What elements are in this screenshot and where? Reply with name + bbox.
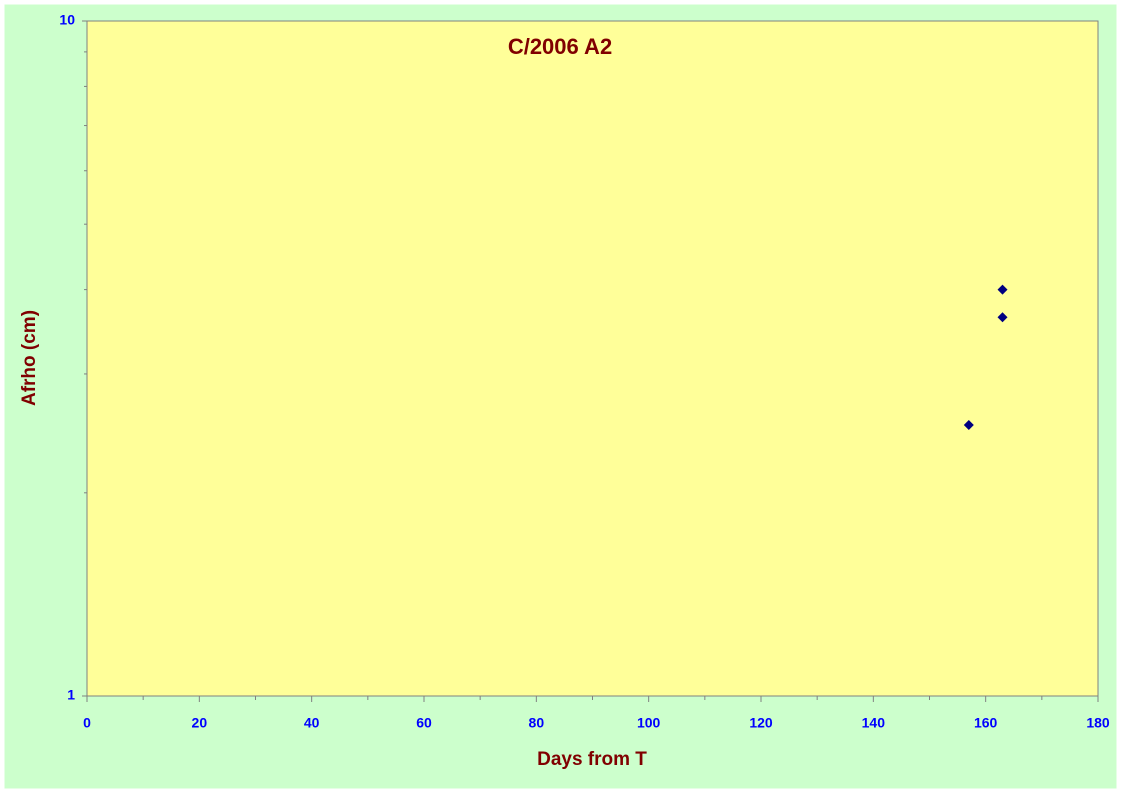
x-tick-label: 140 xyxy=(862,715,886,731)
x-tick-label: 80 xyxy=(529,715,545,731)
chart-title: C/2006 A2 xyxy=(508,34,612,59)
y-axis-title: Afrho (cm) xyxy=(19,310,40,406)
x-tick-label: 120 xyxy=(749,715,773,731)
x-axis-title: Days from T xyxy=(537,749,647,770)
x-tick-label: 0 xyxy=(83,715,91,731)
x-tick-label: 40 xyxy=(304,715,320,731)
data-point xyxy=(997,312,1008,323)
x-tick-label: 60 xyxy=(416,715,432,731)
data-point xyxy=(963,420,974,431)
data-point xyxy=(997,284,1008,295)
x-tick-label: 160 xyxy=(974,715,998,731)
y-tick-label: 10 xyxy=(59,12,75,28)
x-tick-label: 180 xyxy=(1086,715,1110,731)
y-tick-label: 1 xyxy=(67,687,75,703)
x-tick-label: 100 xyxy=(637,715,661,731)
plot-area xyxy=(86,20,1099,697)
x-tick-label: 20 xyxy=(192,715,208,731)
